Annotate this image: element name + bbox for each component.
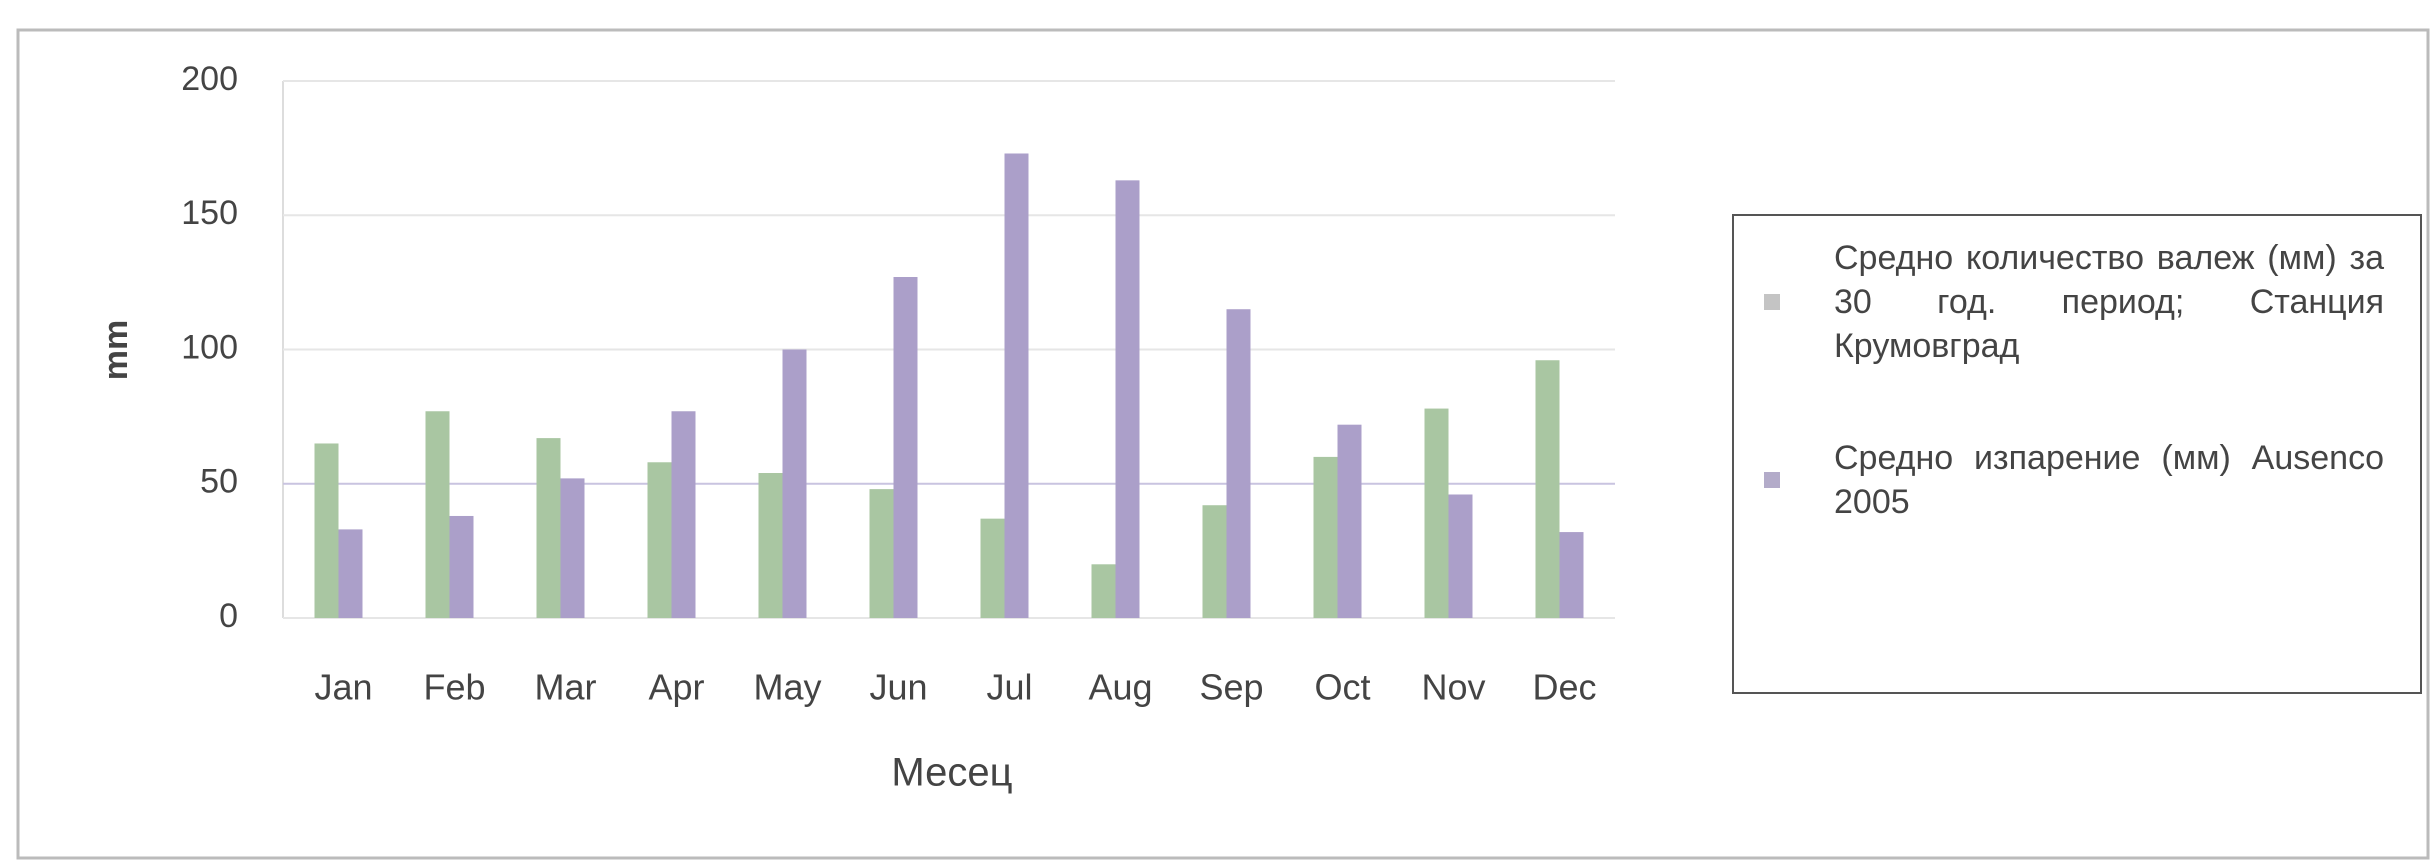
x-axis-label: Месец	[891, 751, 1012, 795]
legend-swatch	[1764, 472, 1780, 488]
bar	[647, 462, 672, 618]
legend-label: Средно изпарение (мм) Ausenco 2005	[1834, 439, 2384, 521]
bar	[1202, 505, 1227, 618]
bar	[536, 438, 561, 618]
bar	[449, 515, 474, 618]
bar	[980, 518, 1005, 618]
bar	[425, 411, 450, 618]
bar	[1115, 180, 1140, 618]
x-tick-label: Oct	[1314, 667, 1370, 708]
y-tick-label: 150	[181, 194, 238, 232]
x-tick-label: Feb	[423, 667, 485, 708]
legend-entry: Средно количество валеж (мм) за 30 год. …	[1764, 236, 2384, 368]
bar	[1004, 153, 1029, 618]
x-tick-label: Jun	[869, 667, 927, 708]
y-axis-label: mm	[97, 320, 135, 380]
x-tick-label: Aug	[1088, 667, 1152, 708]
bar	[671, 411, 696, 618]
bar	[1337, 424, 1362, 618]
bar	[1091, 564, 1116, 618]
y-tick-label: 200	[181, 60, 238, 98]
legend-entry: Средно изпарение (мм) Ausenco 2005	[1764, 436, 2384, 524]
y-tick-label: 50	[200, 463, 238, 501]
bar	[338, 529, 363, 618]
bar	[1313, 456, 1338, 618]
bar	[1559, 532, 1584, 618]
bar	[869, 489, 894, 618]
legend: Средно количество валеж (мм) за 30 год. …	[1732, 214, 2422, 694]
bar	[560, 478, 585, 618]
bar	[758, 473, 783, 618]
bar	[1424, 408, 1449, 618]
y-tick-label: 100	[181, 328, 238, 366]
chart-frame	[16, 28, 2430, 860]
x-tick-label: Mar	[535, 667, 597, 708]
legend-swatch	[1764, 294, 1780, 310]
x-tick-label: Apr	[648, 667, 704, 708]
x-tick-label: Dec	[1532, 667, 1596, 708]
x-tick-label: Sep	[1199, 667, 1263, 708]
x-tick-label: Jul	[986, 667, 1032, 708]
y-tick-label: 0	[219, 597, 238, 635]
bar	[1448, 494, 1473, 618]
x-tick-label: Jan	[314, 667, 372, 708]
bar	[893, 277, 918, 618]
bar	[1535, 360, 1560, 618]
x-tick-label: May	[753, 667, 821, 708]
legend-label: Средно количество валеж (мм) за 30 год. …	[1834, 239, 2384, 365]
x-tick-label: Nov	[1421, 667, 1485, 708]
bar	[314, 443, 339, 618]
bar	[1226, 309, 1251, 618]
bar	[782, 349, 807, 618]
